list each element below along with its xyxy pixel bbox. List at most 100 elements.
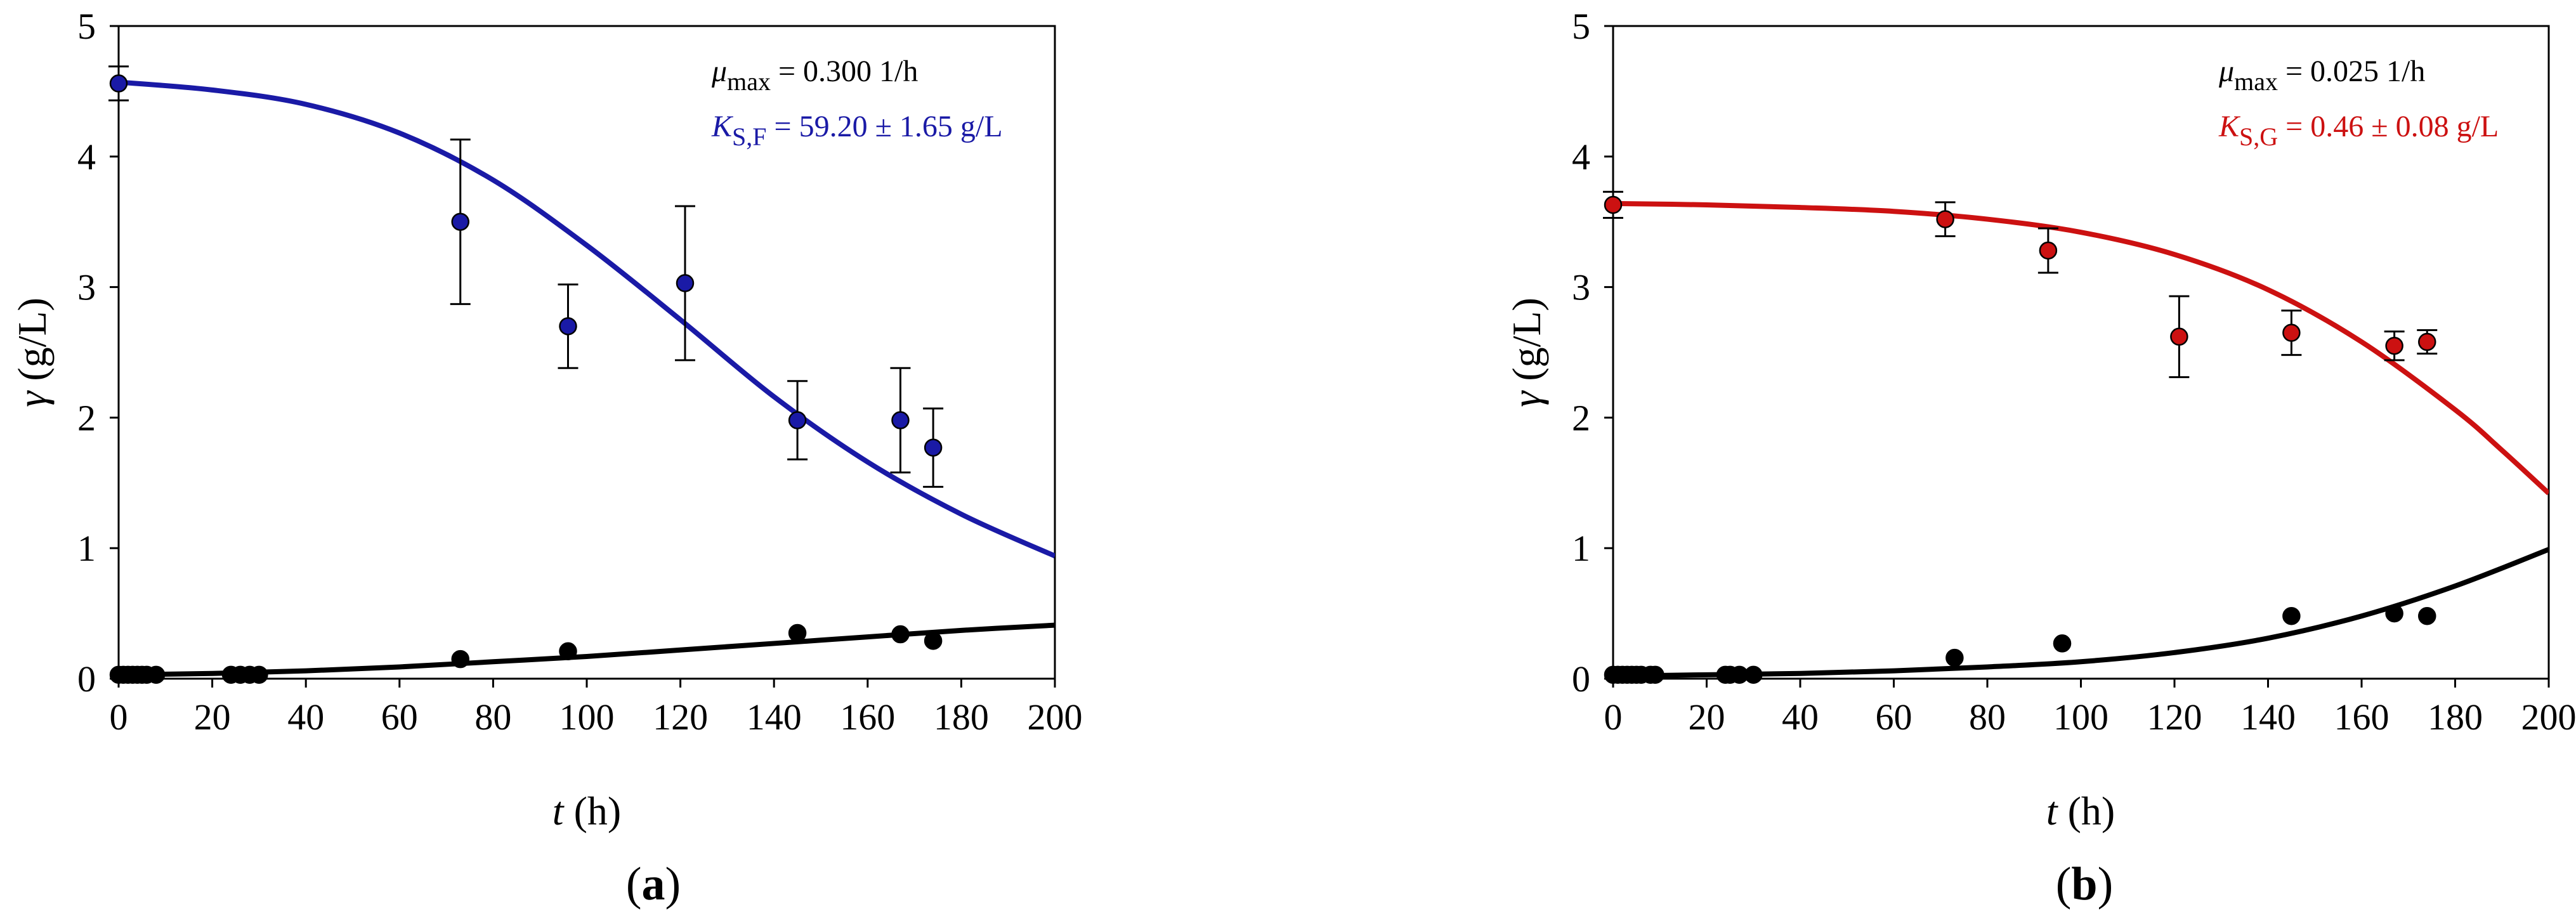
series-0 — [1603, 190, 2549, 495]
data-point — [2170, 327, 2188, 346]
y-tick-label: 5 — [1572, 6, 1590, 47]
data-point — [788, 623, 807, 643]
x-tick-label: 120 — [2147, 696, 2202, 738]
y-tick-label: 5 — [77, 6, 96, 47]
annotation-subscript: S,F — [732, 122, 767, 151]
y-tick-label: 3 — [77, 267, 96, 308]
x-tick-label: 180 — [2428, 696, 2483, 738]
x-axis-unit: (h) — [564, 788, 622, 833]
x-axis-var: t — [552, 788, 565, 833]
annotation-value: = 0.300 1/h — [771, 55, 918, 88]
y-axis-var: γ — [10, 390, 55, 407]
annotation-symbol: μ — [2218, 55, 2234, 88]
x-tick-label: 40 — [287, 696, 324, 738]
model-curve — [1613, 200, 2549, 495]
model-curve — [119, 79, 1055, 559]
y-tick-label: 1 — [1572, 528, 1590, 569]
data-point — [451, 650, 469, 669]
y-tick-label: 3 — [1572, 267, 1590, 308]
y-axis-unit: (g/L) — [10, 297, 55, 391]
data-point — [924, 438, 943, 457]
data-point — [559, 642, 577, 661]
x-tick-label: 140 — [2240, 696, 2296, 738]
x-tick-label: 20 — [1689, 696, 1725, 738]
data-point — [1936, 210, 1954, 228]
data-point — [2418, 606, 2436, 625]
x-tick-label: 180 — [934, 696, 989, 738]
panel-label-letter: b — [2071, 858, 2097, 910]
annotation-subscript: S,G — [2239, 122, 2278, 151]
y-tick-label: 0 — [1572, 658, 1590, 700]
y-tick-label: 2 — [1572, 397, 1590, 438]
y-tick-label: 4 — [77, 136, 96, 178]
y-tick-label: 1 — [77, 528, 96, 569]
data-point — [788, 411, 807, 429]
data-point — [1604, 195, 1623, 214]
annotation: μmax = 0.025 1/h — [2218, 55, 2425, 96]
x-tick-label: 140 — [747, 696, 802, 738]
data-point — [1945, 648, 1964, 667]
annotation: μmax = 0.300 1/h — [711, 55, 918, 96]
y-axis-title: γ (g/L) — [10, 297, 55, 407]
x-tick-label: 100 — [2053, 696, 2109, 738]
x-tick-label: 80 — [1969, 696, 2006, 738]
annotation: KS,G = 0.46 ± 0.08 g/L — [2218, 110, 2499, 151]
annotation-subscript: max — [2234, 67, 2278, 96]
x-axis-title: t (h) — [2046, 788, 2115, 833]
x-tick-label: 80 — [474, 696, 511, 738]
annotation-subscript: max — [727, 67, 771, 96]
data-point — [109, 74, 128, 93]
annotation-value: = 0.025 1/h — [2278, 55, 2425, 88]
y-axis-var: γ — [1504, 390, 1549, 407]
data-point — [1646, 665, 1664, 684]
panel-label-open: ( — [2056, 858, 2072, 910]
chart-panel-b: 0 20 40 60 80 100 120 140 160 180 200 0 1 2 3 4 5 t (h) γ … — [1504, 6, 2576, 910]
y-axis-title: γ (g/L) — [1504, 297, 1549, 407]
annotation-value: = 59.20 ± 1.65 g/L — [767, 110, 1003, 143]
data-point — [2385, 604, 2403, 623]
data-point — [559, 317, 577, 336]
data-point — [2385, 336, 2403, 355]
model-curve — [1613, 547, 2549, 679]
data-point — [2039, 241, 2058, 260]
x-tick-label: 60 — [381, 696, 418, 738]
panel-label-close: ) — [665, 858, 681, 910]
data-point — [2282, 323, 2301, 342]
chart-panel-a: 0 20 40 60 80 100 120 140 160 180 200 0 1 2 3 4 5 t (h) γ … — [10, 6, 1083, 910]
data-point — [1744, 665, 1763, 684]
y-tick-label: 4 — [1572, 136, 1590, 178]
data-point — [2418, 332, 2436, 351]
y-axis-unit: (g/L) — [1504, 297, 1549, 391]
annotation-symbol: K — [711, 110, 734, 143]
series-1 — [1604, 547, 2549, 684]
panel-label-close: ) — [2098, 858, 2114, 910]
x-tick-label: 0 — [110, 696, 128, 738]
data-point — [891, 411, 910, 429]
x-tick-label: 100 — [559, 696, 615, 738]
annotation-value: = 0.46 ± 0.08 g/L — [2278, 110, 2499, 143]
x-axis-var: t — [2046, 788, 2059, 833]
x-tick-label: 0 — [1604, 696, 1623, 738]
x-tick-label: 60 — [1876, 696, 1912, 738]
panel-label: (a) — [626, 858, 681, 910]
data-point — [891, 625, 910, 644]
data-point — [2053, 634, 2072, 653]
x-axis-unit: (h) — [2058, 788, 2115, 833]
annotation: KS,F = 59.20 ± 1.65 g/L — [711, 110, 1003, 151]
x-tick-label: 120 — [653, 696, 708, 738]
annotation-symbol: μ — [711, 55, 727, 88]
x-tick-label: 200 — [2521, 696, 2576, 738]
panel-label-open: ( — [626, 858, 642, 910]
series-1 — [109, 622, 1055, 684]
x-tick-label: 160 — [840, 696, 895, 738]
data-point — [147, 665, 166, 684]
series-0 — [108, 65, 1055, 559]
x-tick-label: 20 — [194, 696, 231, 738]
annotation-symbol: K — [2218, 110, 2241, 143]
data-point — [676, 274, 695, 292]
panel-label-letter: a — [642, 858, 665, 910]
x-tick-label: 160 — [2334, 696, 2390, 738]
y-tick-label: 2 — [77, 397, 96, 438]
data-point — [250, 665, 268, 684]
